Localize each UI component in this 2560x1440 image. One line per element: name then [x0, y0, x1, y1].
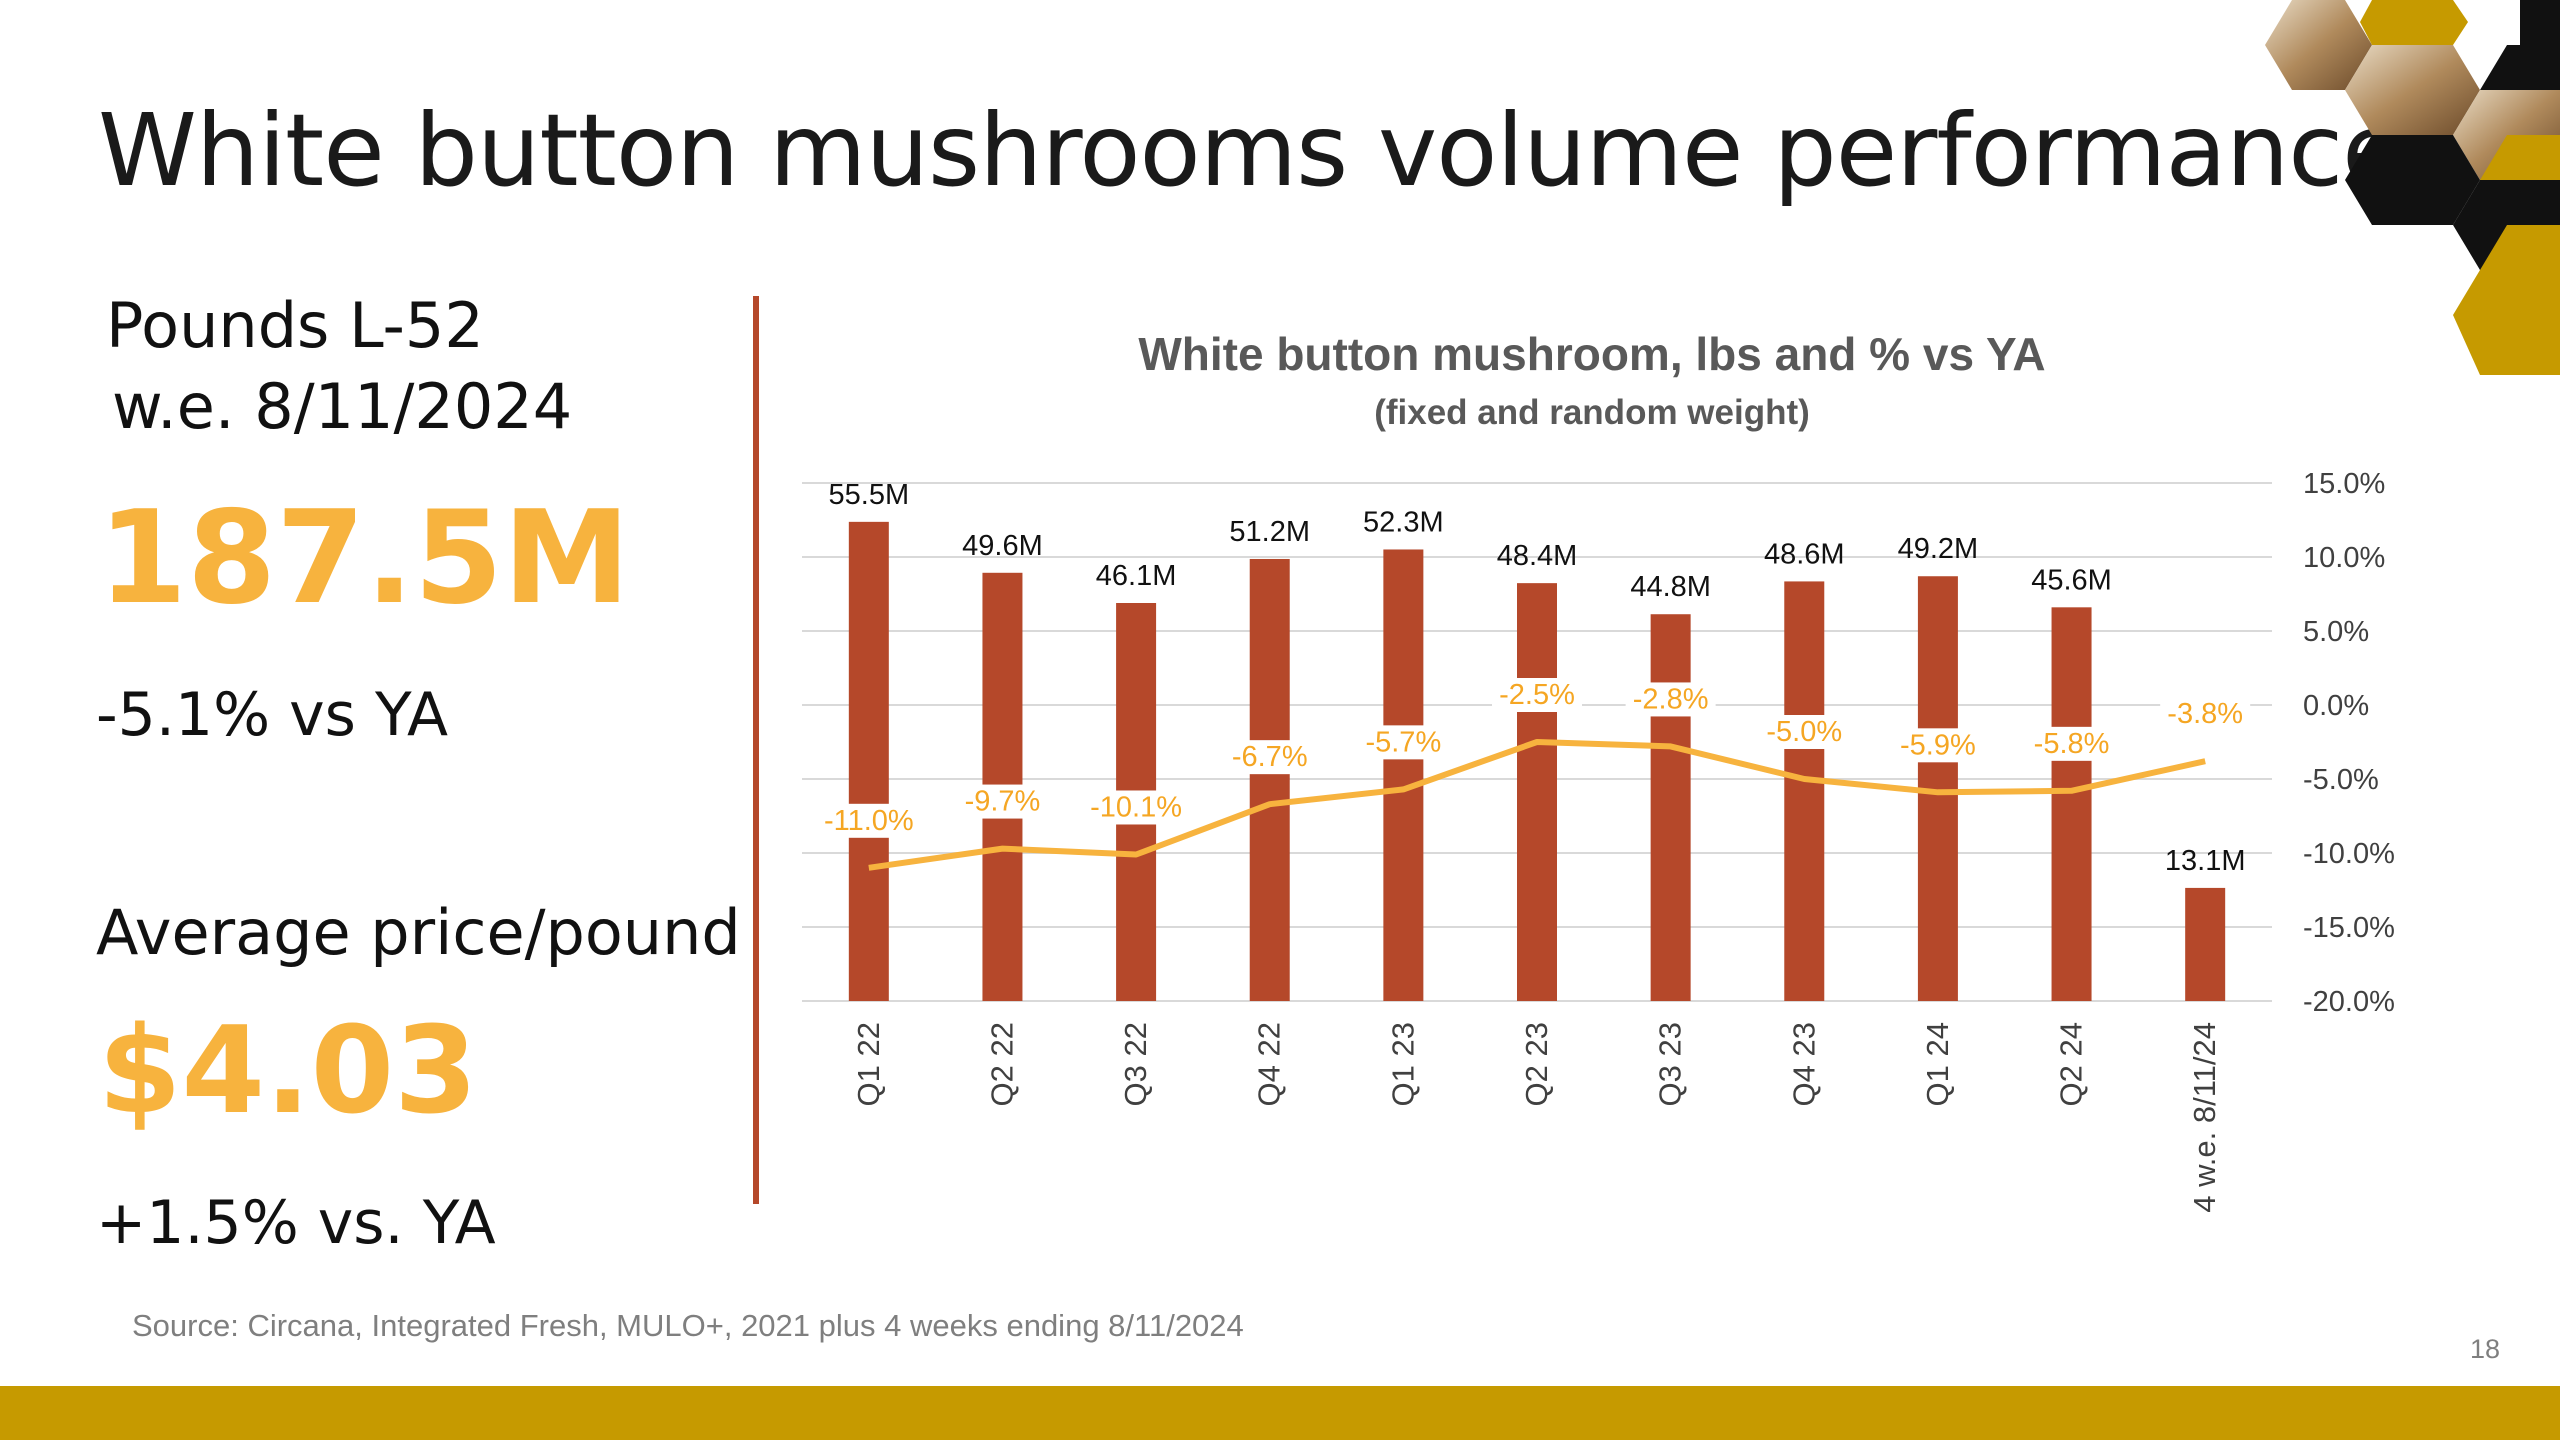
x-tick-label: Q2 22	[984, 1022, 1019, 1106]
price-change: +1.5% vs. YA	[96, 1188, 496, 1258]
bar-value-label: 51.2M	[1229, 516, 1310, 548]
right-tick-label: 15.0%	[2303, 468, 2385, 500]
x-tick-label: Q3 22	[1118, 1022, 1153, 1106]
x-tick-label: Q3 23	[1653, 1022, 1688, 1106]
decorative-hexagon-pattern	[2265, 0, 2560, 375]
x-tick-label: Q4 22	[1252, 1022, 1287, 1106]
pounds-value: 187.5M	[98, 484, 631, 633]
pct-label-background	[2160, 697, 2251, 732]
bar	[2185, 887, 2226, 1001]
pct-label-background	[2026, 726, 2117, 761]
page-title: White button mushrooms volume performanc…	[98, 92, 2404, 209]
bar	[1249, 558, 1290, 1001]
price-value: $4.03	[98, 1002, 478, 1141]
bar	[2051, 607, 2092, 1001]
right-tick-label: -5.0%	[2303, 764, 2379, 796]
bar-value-label: 49.6M	[962, 530, 1043, 562]
pct-change-label: -5.8%	[2034, 728, 2110, 760]
chart-title: White button mushroom, lbs and % vs YA	[1138, 328, 2045, 380]
pct-change-label: -5.0%	[1766, 716, 1842, 748]
pct-label-background	[1358, 725, 1449, 760]
price-label: Average price/pound	[96, 896, 741, 969]
bar	[1784, 581, 1825, 1001]
pct-change-label: -9.7%	[965, 786, 1041, 818]
chart-subtitle: (fixed and random weight)	[1374, 393, 1810, 432]
bar-value-label: 13.1M	[2165, 845, 2246, 877]
pct-change-label: -11.0%	[824, 805, 914, 837]
bar-value-label: 55.5M	[829, 479, 910, 511]
right-tick-label: 5.0%	[2303, 616, 2369, 648]
x-tick-label: Q4 23	[1786, 1022, 1821, 1106]
pct-label-background	[1224, 740, 1315, 775]
pct-label-background	[957, 784, 1048, 819]
x-tick-label: Q1 24	[1920, 1022, 1955, 1106]
pct-change-label: -2.8%	[1633, 683, 1709, 715]
pct-label-background	[1492, 678, 1582, 712]
bar-value-label: 46.1M	[1096, 560, 1177, 592]
pct-change-label: -3.8%	[2167, 698, 2243, 730]
x-tick-label: Q2 23	[1519, 1022, 1554, 1106]
bar	[848, 521, 889, 1001]
line-series	[868, 739, 2206, 871]
bar-value-label: 45.6M	[2031, 564, 2112, 596]
bar-value-label: 48.6M	[1764, 538, 1845, 570]
right-tick-label: -20.0%	[2303, 986, 2395, 1018]
pct-label-background	[1892, 728, 1983, 763]
pct-label-background	[1083, 790, 1190, 825]
bar-value-label: 48.4M	[1497, 540, 1578, 572]
data-labels: 55.5M 49.6M 46.1M 51.2M 52.3M 48.4M 44.8M 48.6M…	[815, 479, 2251, 877]
footer-bar	[0, 1386, 2560, 1440]
pct-label-background	[1625, 682, 1716, 717]
x-tick-label: Q1 22	[851, 1022, 886, 1106]
right-tick-label: -15.0%	[2303, 912, 2395, 944]
bar	[1650, 614, 1691, 1001]
pct-change-label: -5.7%	[1365, 726, 1441, 758]
volume-chart: White button mushroom, lbs and % vs YA (…	[802, 328, 2395, 1213]
section-divider	[753, 296, 759, 1204]
pct-change-label: -6.7%	[1232, 741, 1308, 773]
pounds-change: -5.1% vs YA	[96, 680, 449, 750]
source-note: Source: Circana, Integrated Fresh, MULO+…	[132, 1308, 1244, 1343]
bar-value-label: 49.2M	[1898, 533, 1979, 565]
bar-value-label: 52.3M	[1363, 506, 1444, 538]
right-tick-label: 10.0%	[2303, 542, 2385, 574]
x-tick-label: 4 w.e. 8/11/24	[2187, 1022, 2222, 1213]
pct-change-label: -2.5%	[1499, 679, 1575, 711]
x-tick-label: Q2 24	[2054, 1022, 2089, 1106]
bar	[1517, 583, 1557, 1001]
right-axis-ticks: 15.0% 10.0% 5.0% 0.0% -5.0% -10.0% -15.0% -20.0…	[2303, 468, 2395, 1018]
pounds-label-line1: Pounds L-52	[106, 289, 484, 362]
bar-series	[848, 521, 2226, 1001]
pct-change-label: -10.1%	[1090, 791, 1182, 823]
pct-label-background	[815, 803, 922, 838]
pounds-label-line2: w.e. 8/11/2024	[112, 370, 573, 443]
x-tick-label: Q1 23	[1385, 1022, 1420, 1106]
pct-change-label: -5.9%	[1900, 729, 1976, 761]
bar-value-label: 44.8M	[1630, 571, 1711, 603]
right-tick-label: -10.0%	[2303, 838, 2395, 870]
pct-change-line	[868, 739, 2206, 871]
x-axis-ticks: Q1 22 Q2 22 Q3 22 Q4 22 Q1 23 Q2 23 Q3 23 Q4 23…	[851, 1022, 2222, 1213]
right-tick-label: 0.0%	[2303, 690, 2369, 722]
bar	[1383, 549, 1424, 1001]
pct-label-background	[1759, 715, 1850, 749]
page-number: 18	[2470, 1334, 2501, 1364]
